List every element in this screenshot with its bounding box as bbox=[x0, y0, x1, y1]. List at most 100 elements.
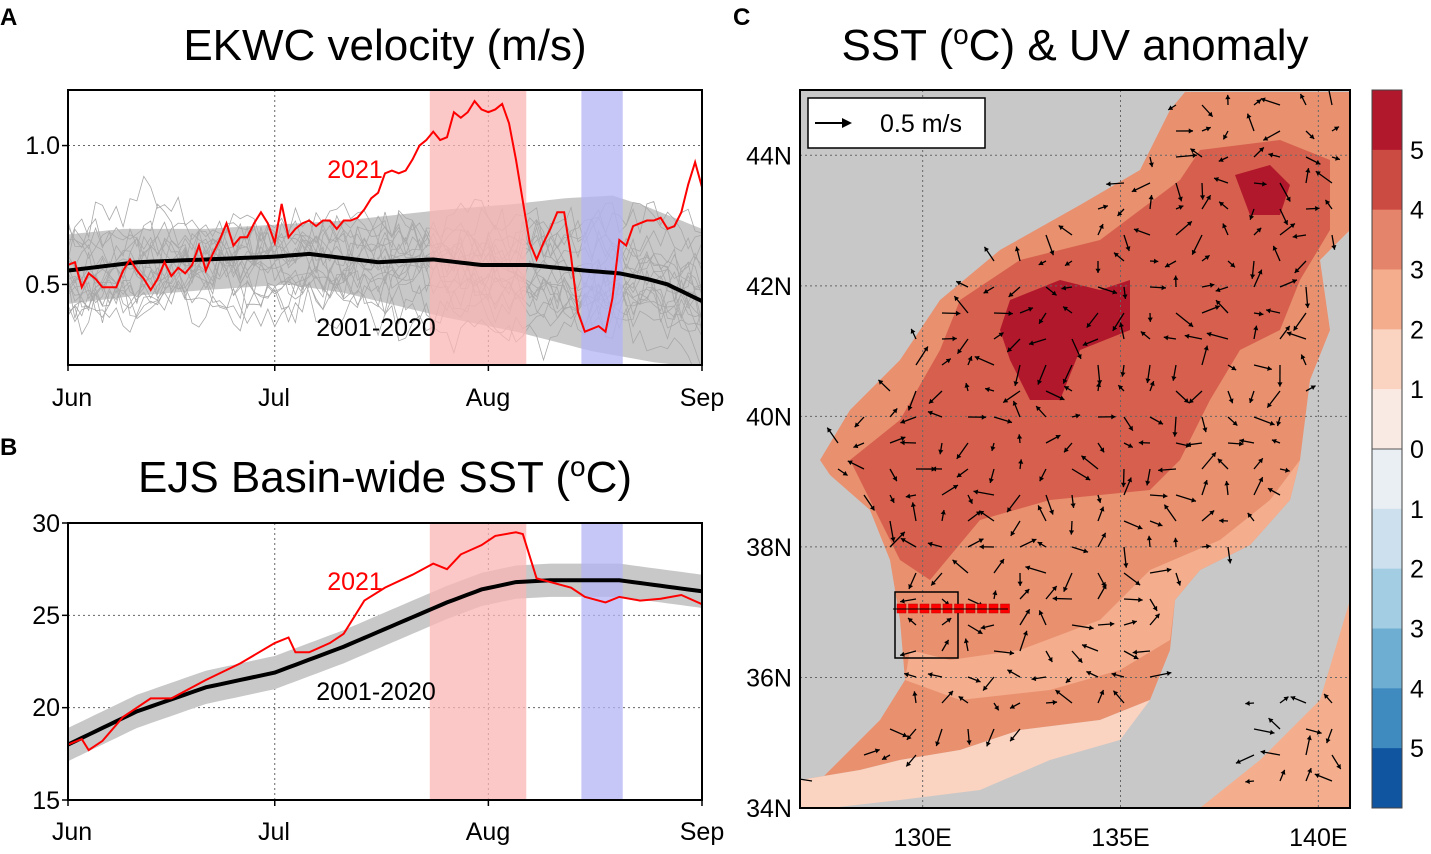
vector-arrowhead-icon bbox=[908, 584, 914, 590]
panel-a-plot bbox=[62, 89, 703, 371]
reference-arrowhead-icon bbox=[842, 118, 852, 128]
vector-arrowhead-icon bbox=[1267, 488, 1273, 493]
vector-arrowhead-icon bbox=[1112, 325, 1118, 331]
vector-arrowhead-icon bbox=[1268, 718, 1274, 723]
vector-arrowhead-icon bbox=[981, 414, 987, 420]
vector-arrowhead-icon bbox=[1132, 649, 1138, 655]
vector-arrowhead-icon bbox=[1095, 268, 1101, 274]
vector-arrowhead-icon bbox=[1010, 704, 1016, 709]
b-label-2021: 2021 bbox=[327, 568, 383, 596]
vector-arrowhead-icon bbox=[1184, 333, 1190, 339]
sea-sst-light bbox=[905, 460, 1300, 700]
vector-arrowhead-icon bbox=[1017, 434, 1023, 439]
vector-arrowhead-icon bbox=[1099, 690, 1105, 695]
vector-arrowhead-icon bbox=[1217, 458, 1223, 464]
vector-arrowhead-icon bbox=[1161, 285, 1166, 291]
vector-arrowhead-icon bbox=[1063, 306, 1069, 312]
vector-arrowhead-icon bbox=[1123, 563, 1129, 568]
vector-arrowhead-icon bbox=[1186, 221, 1192, 227]
lat-tick-label: 38N bbox=[746, 534, 792, 562]
vector-arrowhead-icon bbox=[1215, 287, 1221, 293]
vector-arrowhead-icon bbox=[945, 358, 951, 364]
vector-arrowhead-icon bbox=[928, 398, 934, 404]
colorbar-label: 2 bbox=[1410, 316, 1424, 344]
vector-arrowhead-icon bbox=[994, 705, 999, 711]
vector-arrowhead-icon bbox=[979, 544, 984, 550]
vector-arrowhead-icon bbox=[1118, 385, 1124, 391]
vector-arrowhead-icon bbox=[1293, 325, 1299, 331]
vector-arrowhead-icon bbox=[1315, 160, 1321, 165]
vector-arrowhead-icon bbox=[1335, 155, 1340, 161]
colorbar-label: 4 bbox=[1410, 197, 1424, 225]
vector-arrowhead-icon bbox=[892, 476, 897, 482]
vector-arrowhead-icon bbox=[1024, 589, 1030, 594]
map-frame bbox=[799, 89, 1351, 809]
vector-arrowhead-icon bbox=[1003, 397, 1009, 403]
vector-arrowhead-icon bbox=[1133, 654, 1139, 660]
section-stations bbox=[893, 603, 1010, 614]
vector-arrowhead-icon bbox=[1086, 670, 1092, 676]
vector-arrowhead-icon bbox=[956, 280, 962, 286]
vector-arrowhead-icon bbox=[1263, 135, 1269, 141]
vector-arrowhead-icon bbox=[1051, 586, 1057, 591]
colorbar-segment bbox=[1372, 748, 1402, 809]
vector-arrowhead-icon bbox=[948, 690, 953, 696]
vector-arrowhead-icon bbox=[1111, 672, 1117, 678]
vector-arrowhead-icon bbox=[910, 328, 916, 334]
vector-arrowhead-icon bbox=[1157, 521, 1163, 527]
vector-arrowhead-icon bbox=[952, 485, 958, 490]
vector-arrowhead-icon bbox=[1008, 292, 1014, 297]
vector-arrowhead-icon bbox=[1285, 325, 1290, 331]
colorbar-label: 3 bbox=[1410, 616, 1424, 644]
vector-arrowhead-icon bbox=[1082, 643, 1087, 649]
vector-arrowhead-icon bbox=[1331, 245, 1337, 250]
vector-arrowhead-icon bbox=[1085, 475, 1091, 481]
vector-arrowhead-icon bbox=[1014, 246, 1020, 252]
warm-event-shading bbox=[429, 90, 527, 365]
vector-arrowhead-icon bbox=[1012, 400, 1018, 406]
vector-arrowhead-icon bbox=[1314, 773, 1320, 779]
colorbar-segment bbox=[1372, 329, 1402, 390]
a-xtick-jun: Jun bbox=[52, 384, 92, 412]
vector-arrowhead-icon bbox=[1099, 506, 1105, 512]
vector-arrowhead-icon bbox=[1186, 441, 1192, 448]
vector-arrowhead-icon bbox=[1269, 420, 1275, 426]
vector-arrowhead-icon bbox=[1209, 510, 1215, 516]
sea-sst-warm bbox=[850, 140, 1330, 580]
vector-arrowhead-icon bbox=[1028, 340, 1034, 346]
vector-arrowhead-icon bbox=[984, 246, 989, 252]
vector-arrowhead-icon bbox=[1113, 252, 1119, 258]
vector-arrowhead-icon bbox=[1253, 325, 1259, 331]
vector-arrowhead-icon bbox=[1153, 258, 1159, 264]
vector-arrowhead-icon bbox=[1111, 414, 1116, 420]
plot-area bbox=[68, 523, 702, 800]
vector-arrowhead-icon bbox=[1007, 669, 1013, 675]
b-xtick-jul: Jul bbox=[258, 818, 290, 846]
vector-arrowhead-icon bbox=[1300, 354, 1306, 360]
vector-arrowhead-icon bbox=[1127, 443, 1133, 448]
vector-arrowhead-icon bbox=[902, 732, 908, 738]
vector-arrowhead-icon bbox=[1028, 306, 1034, 312]
vector-arrowhead-icon bbox=[1219, 201, 1225, 207]
vector-arrowhead-icon bbox=[1280, 769, 1286, 775]
vector-arrowhead-icon bbox=[1122, 294, 1128, 299]
b-label-clim: 2001-2020 bbox=[316, 678, 436, 706]
vector-arrowhead-icon bbox=[1148, 162, 1154, 168]
a-xtick-jul: Jul bbox=[258, 384, 290, 412]
vector-arrowhead-icon bbox=[1206, 331, 1212, 337]
vector-arrowhead-icon bbox=[1325, 738, 1331, 744]
colorbar-segment bbox=[1372, 389, 1402, 450]
vector-arrowhead-icon bbox=[1138, 440, 1144, 446]
vector-arrowhead-icon bbox=[1059, 395, 1065, 401]
vector-arrowhead-icon bbox=[1009, 650, 1015, 656]
vector-arrowhead-icon bbox=[1173, 537, 1179, 543]
vector-arrowhead-icon bbox=[1037, 379, 1043, 385]
vector-arrowhead-icon bbox=[1065, 261, 1071, 266]
vector-arrowhead-icon bbox=[1172, 432, 1178, 437]
vector-arrowhead-icon bbox=[952, 336, 957, 342]
vector-arrowhead-icon bbox=[1222, 223, 1228, 229]
vector-arrowhead-icon bbox=[979, 510, 985, 516]
vector-arrowhead-icon bbox=[954, 296, 960, 302]
vector-arrowhead-icon bbox=[1206, 543, 1211, 550]
vector-arrowhead-icon bbox=[1336, 764, 1341, 770]
